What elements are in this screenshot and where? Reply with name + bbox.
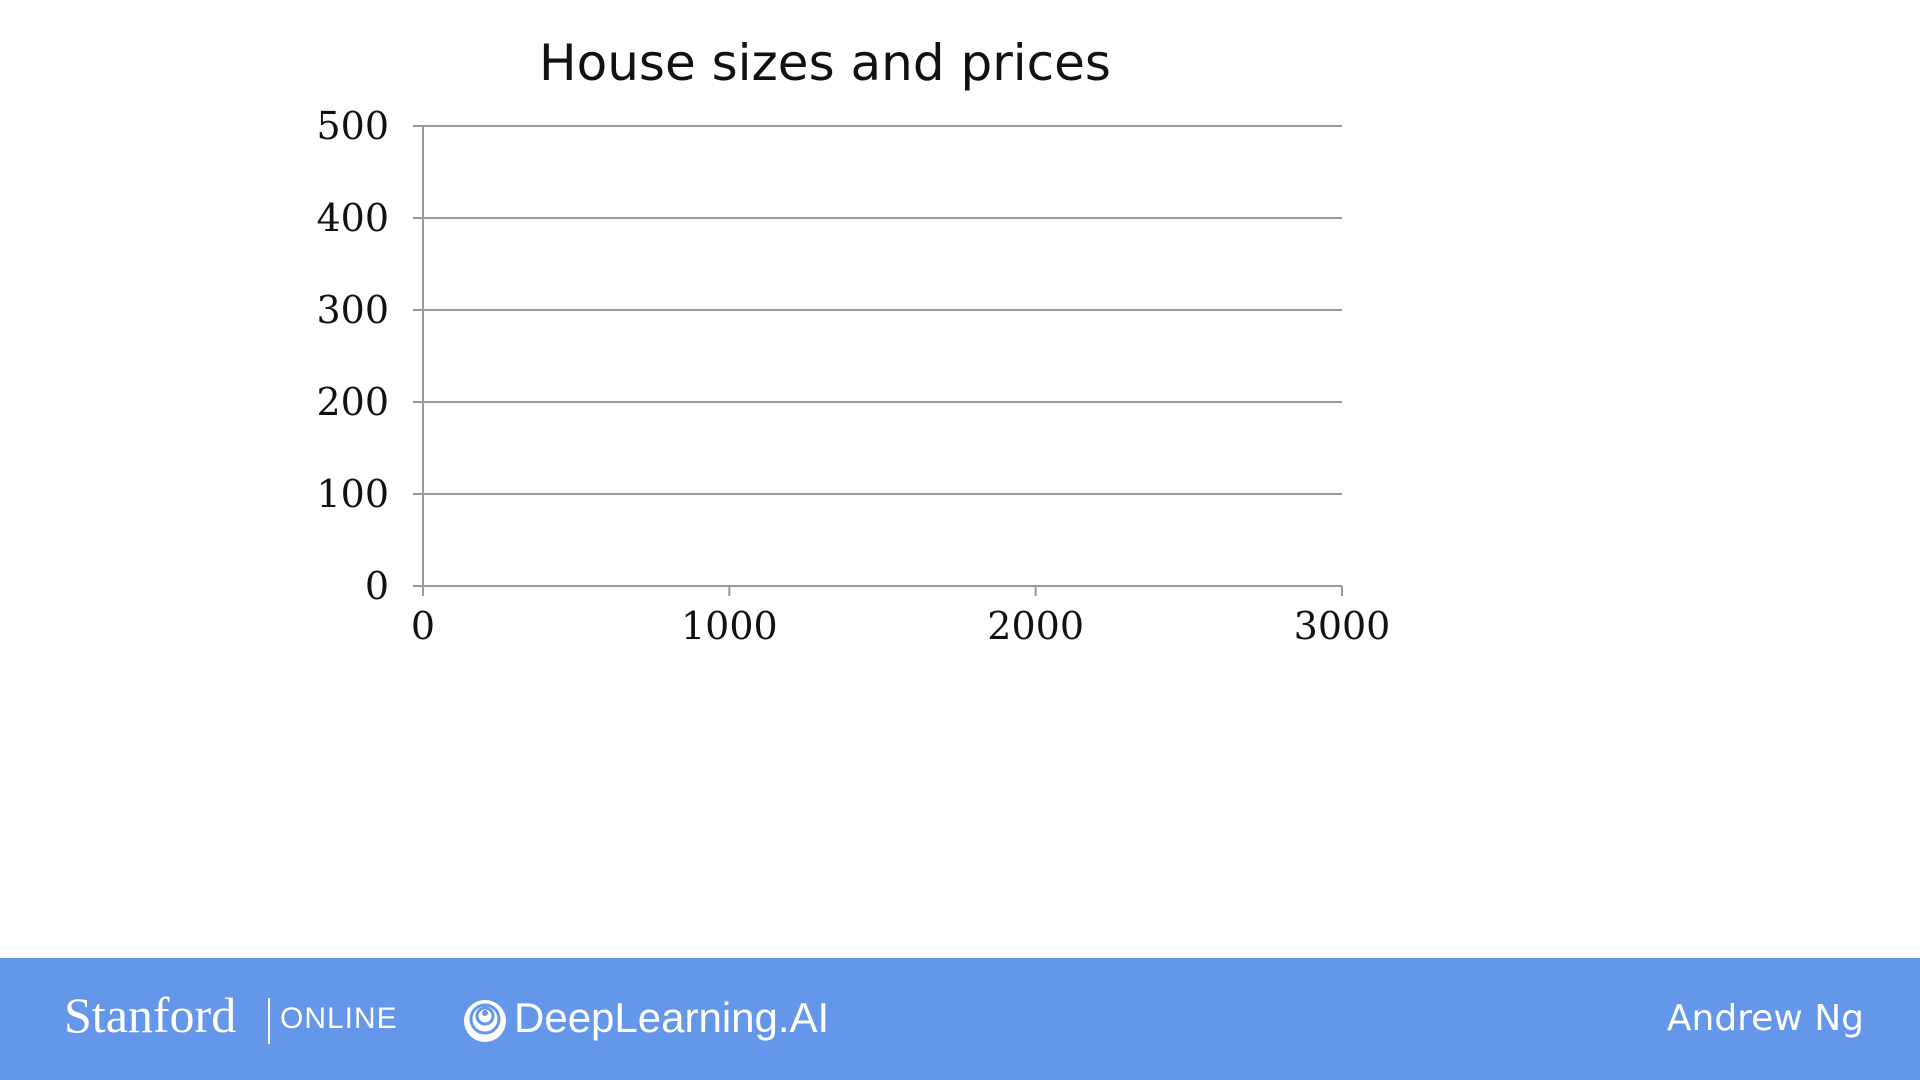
house-price-chart: House sizes and prices 0 1000 2000 3000 0 10… (316, 34, 1390, 648)
y-tick-label-300: 300 (316, 288, 389, 332)
y-tick-label-200: 200 (316, 380, 389, 424)
x-tick-label-0: 0 (411, 604, 435, 648)
footer-bar: Stanford ONLINE DeepLearning.AI Andrew N… (0, 958, 1920, 1080)
presenter-name: Andrew Ng (1666, 998, 1864, 1039)
y-tick-label-500: 500 (316, 104, 389, 148)
deeplearning-ai-logo-icon (464, 1000, 506, 1042)
x-tick-label-1000: 1000 (681, 604, 778, 648)
slide: House sizes and prices 0 1000 2000 3000 0 10… (316, 34, 1390, 648)
deeplearning-ai-logo-text: DeepLearning.AI (514, 994, 830, 1041)
gridlines (413, 125, 1342, 495)
y-axis-ticks: 0 100 200 300 400 500 (316, 104, 389, 608)
x-tick-label-2000: 2000 (987, 604, 1084, 648)
stanford-logo-text: Stanford (64, 987, 237, 1043)
y-tick-label-400: 400 (316, 196, 389, 240)
y-tick-label-100: 100 (316, 472, 389, 516)
axes (413, 126, 1342, 587)
online-label: ONLINE (280, 1002, 398, 1035)
x-tick-label-3000: 3000 (1294, 604, 1391, 648)
chart-title: House sizes and prices (539, 34, 1111, 92)
x-axis-ticks: 0 1000 2000 3000 (411, 586, 1390, 648)
y-tick-label-0: 0 (365, 564, 389, 608)
logo-divider (268, 998, 270, 1044)
